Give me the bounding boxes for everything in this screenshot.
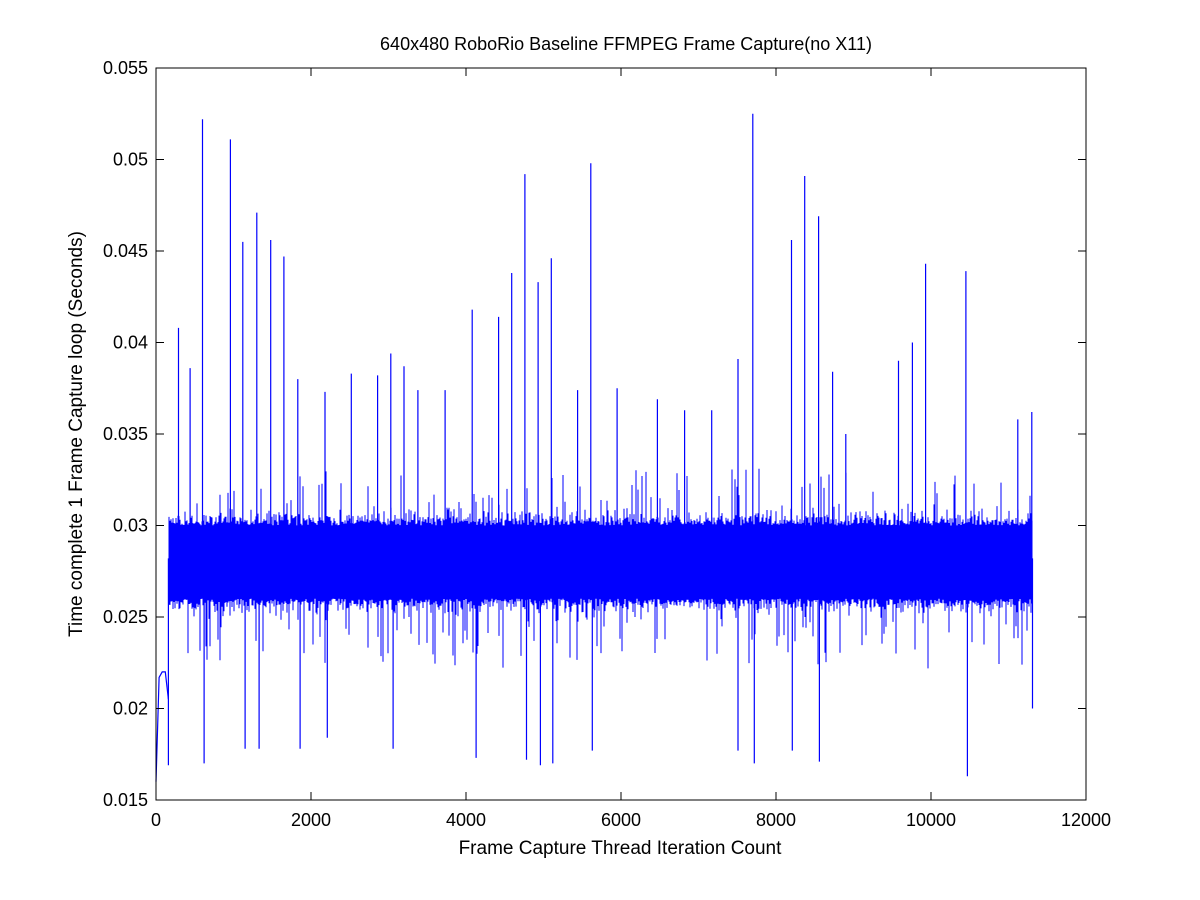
y-tick-label: 0.025	[103, 607, 148, 627]
series-band-core	[169, 538, 1032, 579]
y-tick-label: 0.03	[113, 516, 148, 536]
x-axis-label: Frame Capture Thread Iteration Count	[459, 838, 783, 859]
series-startup-line	[155, 671, 169, 782]
y-tick-label: 0.04	[113, 333, 148, 353]
x-tick-label: 0	[151, 810, 161, 830]
x-tick-label: 10000	[906, 810, 956, 830]
y-tick-label: 0.05	[113, 150, 148, 170]
x-tick-label: 12000	[1061, 810, 1111, 830]
y-tick-label: 0.015	[103, 790, 148, 810]
y-tick-label: 0.055	[103, 58, 148, 78]
x-tick-label: 6000	[601, 810, 641, 830]
x-tick-label: 8000	[756, 810, 796, 830]
axis-ticks: 0 2000 4000 6000 8000 10000 12000 0.015 0.02 0.02…	[103, 58, 1111, 830]
y-tick-label: 0.035	[103, 424, 148, 444]
y-tick-label: 0.02	[113, 699, 148, 719]
y-axis-label: Time complete 1 Frame Capture loop (Seco…	[66, 231, 87, 637]
x-tick-label: 2000	[291, 810, 331, 830]
x-tick-label: 4000	[446, 810, 486, 830]
chart-title: 640x480 RoboRio Baseline FFMPEG Frame Ca…	[380, 34, 872, 54]
y-tick-label: 0.045	[103, 241, 148, 261]
plot-area	[155, 113, 1034, 782]
